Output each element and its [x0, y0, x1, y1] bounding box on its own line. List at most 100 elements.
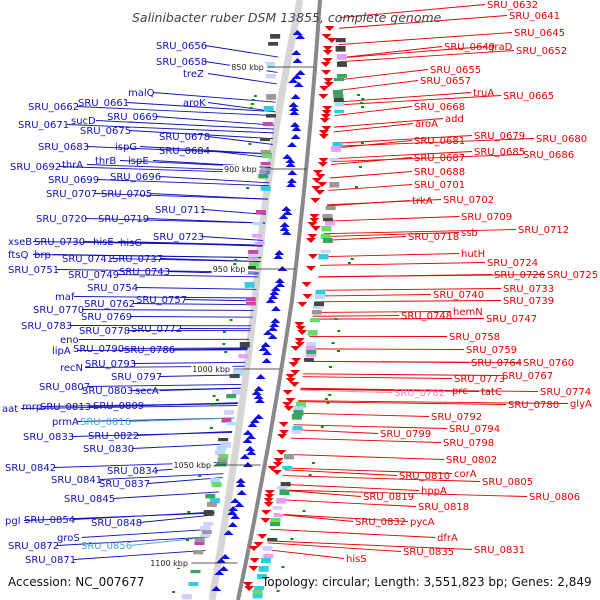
left-gene-label[interactable]: mrp [22, 402, 42, 413]
right-gene-label[interactable]: SRU_0632 [487, 0, 538, 11]
right-gene-label[interactable]: SRU_0740 [433, 290, 484, 301]
right-gene-label[interactable]: SRU_0733 [503, 284, 554, 295]
right-gene-label[interactable]: hutH [461, 249, 485, 260]
right-gene-label[interactable]: SRU_0810 [399, 471, 450, 482]
left-gene-label[interactable]: sucD [71, 116, 96, 127]
left-gene-label[interactable]: SRU_0793 [85, 359, 136, 370]
left-gene-label[interactable]: thrB [95, 156, 116, 167]
right-gene-label[interactable]: add [445, 114, 464, 125]
right-gene-label[interactable]: SRU_0681 [414, 136, 465, 147]
right-gene-label[interactable]: aroA [415, 119, 438, 130]
left-gene-label[interactable]: SRU_0813 [40, 402, 91, 413]
right-gene-label[interactable]: SRU_0686 [523, 150, 574, 161]
right-gene-label[interactable]: SRU_0641 [509, 11, 560, 22]
left-gene-label[interactable]: SRU_0669 [107, 112, 158, 123]
left-gene-label[interactable]: SRU_0719 [98, 214, 149, 225]
left-gene-label[interactable]: aat [2, 404, 18, 415]
left-gene-label[interactable]: SRU_0754 [87, 283, 138, 294]
left-gene-label[interactable]: SRU_0683 [38, 142, 89, 153]
right-gene-label[interactable]: SRU_0665 [503, 91, 554, 102]
right-gene-label[interactable]: SRU_0655 [430, 65, 481, 76]
right-gene-label[interactable]: truA [473, 88, 494, 99]
right-gene-label[interactable]: SRU_0687 [414, 153, 465, 164]
right-gene-label[interactable]: pycA [410, 517, 435, 528]
left-gene-label[interactable]: SRU_0833 [23, 432, 74, 443]
left-gene-label[interactable]: SRU_0743 [119, 267, 170, 278]
left-gene-label[interactable]: pgl [5, 516, 20, 527]
left-gene-label[interactable]: ispG [115, 142, 137, 153]
left-gene-label[interactable]: SRU_0783 [21, 321, 72, 332]
left-gene-label[interactable]: SRU_0696 [110, 172, 161, 183]
left-gene-label[interactable]: brp [34, 250, 51, 261]
left-gene-label[interactable]: ispE [128, 156, 149, 167]
right-gene-label[interactable]: SRU_0767 [502, 371, 553, 382]
left-gene-label[interactable]: SRU_0656 [156, 41, 207, 52]
left-gene-label[interactable]: SRU_0699 [48, 175, 99, 186]
left-gene-label[interactable]: prmA [52, 417, 79, 428]
right-gene-label[interactable]: SRU_0709 [461, 212, 512, 223]
right-gene-label[interactable]: dfrA [437, 533, 458, 544]
right-gene-label[interactable]: SRU_0702 [443, 195, 494, 206]
left-gene-label[interactable]: SRU_0749 [68, 270, 119, 281]
right-gene-label[interactable]: SRU_0739 [503, 296, 554, 307]
left-gene-label[interactable]: SRU_0757 [136, 295, 187, 306]
right-gene-label[interactable]: prc [452, 386, 468, 397]
right-gene-label[interactable]: SRU_0760 [523, 358, 574, 369]
right-gene-label[interactable]: SRU_0780 [508, 400, 559, 411]
left-gene-label[interactable]: SRU_0841 [51, 475, 102, 486]
left-gene-label[interactable]: eno [60, 335, 79, 346]
right-gene-label[interactable]: SRU_0712 [518, 225, 569, 236]
right-gene-label[interactable]: SRU_0773 [454, 374, 505, 385]
left-gene-label[interactable]: SRU_0737 [112, 254, 163, 265]
right-gene-label[interactable]: SRU_0718 [408, 232, 459, 243]
left-gene-label[interactable]: aroK [183, 98, 206, 109]
left-gene-label[interactable]: SRU_0730 [34, 237, 85, 248]
left-gene-label[interactable]: SRU_0751 [8, 265, 59, 276]
left-gene-label[interactable]: SRU_0741 [62, 254, 113, 265]
right-gene-label[interactable]: SRU_0726 [494, 270, 545, 281]
left-gene-label[interactable]: recN [60, 363, 83, 374]
right-gene-label[interactable]: SRU_0782 [394, 388, 445, 399]
left-gene-label[interactable]: SRU_0720 [36, 214, 87, 225]
left-gene-label[interactable]: SRU_0772 [131, 324, 182, 335]
right-gene-label[interactable]: SRU_0764 [471, 358, 522, 369]
left-gene-label[interactable]: SRU_0822 [88, 431, 139, 442]
right-gene-label[interactable]: SRU_0802 [446, 455, 497, 466]
right-gene-label[interactable]: trkA [412, 196, 433, 207]
left-gene-label[interactable]: treZ [183, 69, 204, 80]
left-gene-label[interactable]: SRU_0723 [153, 232, 204, 243]
left-gene-label[interactable]: SRU_0662 [28, 102, 79, 113]
right-gene-label[interactable]: SRU_0652 [516, 46, 567, 57]
left-gene-label[interactable]: SRU_0675 [80, 126, 131, 137]
left-gene-label[interactable]: SRU_0797 [111, 372, 162, 383]
left-gene-label[interactable]: SRU_0705 [101, 189, 152, 200]
left-gene-label[interactable]: thrA [62, 160, 83, 171]
right-gene-label[interactable]: SRU_0747 [486, 314, 537, 325]
left-gene-label[interactable]: SRU_0769 [81, 312, 132, 323]
left-gene-label[interactable]: SRU_0692 [10, 162, 61, 173]
left-gene-label[interactable]: SRU_0762 [84, 299, 135, 310]
left-gene-label[interactable]: SRU_0770 [33, 305, 84, 316]
left-gene-label[interactable]: SRU_0871 [25, 555, 76, 566]
left-gene-label[interactable]: SRU_0778 [79, 326, 130, 337]
right-gene-label[interactable]: SRU_0657 [420, 76, 471, 87]
right-gene-label[interactable]: SRU_0835 [403, 547, 454, 558]
right-gene-label[interactable]: SRU_0759 [466, 345, 517, 356]
right-gene-label[interactable]: SRU_0701 [414, 180, 465, 191]
right-gene-label[interactable]: SRU_0819 [363, 492, 414, 503]
right-gene-label[interactable]: SRU_0679 [474, 131, 525, 142]
right-gene-label[interactable]: SRU_0649 [444, 42, 495, 53]
right-gene-label[interactable]: hisS [346, 554, 367, 565]
right-gene-label[interactable]: hppA [421, 486, 447, 497]
right-gene-label[interactable]: SRU_0805 [482, 477, 533, 488]
left-gene-label[interactable]: SRU_0790 [73, 344, 124, 355]
left-gene-label[interactable]: hisG [120, 238, 142, 249]
left-gene-label[interactable]: SRU_0845 [64, 494, 115, 505]
right-gene-label[interactable]: SRU_0806 [529, 492, 580, 503]
left-gene-label[interactable]: ftsQ [8, 250, 28, 261]
left-gene-label[interactable]: SRU_0661 [78, 98, 129, 109]
right-gene-label[interactable]: SRU_0799 [380, 429, 431, 440]
left-gene-label[interactable]: malQ [128, 88, 155, 99]
left-gene-label[interactable]: SRU_0803 [82, 386, 133, 397]
right-gene-label[interactable]: SRU_0832 [355, 517, 406, 528]
